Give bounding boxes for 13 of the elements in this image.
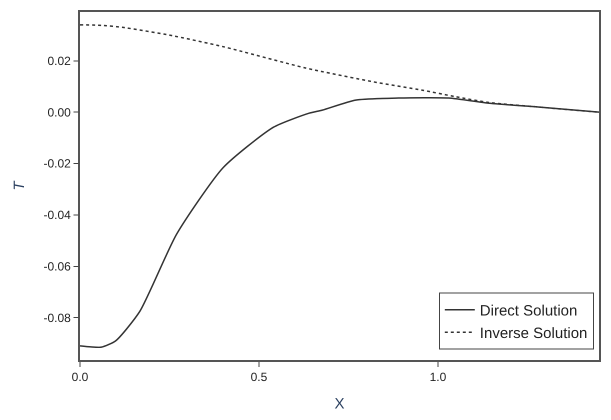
y-tick-label: -0.08 — [43, 310, 72, 325]
legend-label: Inverse Solution — [480, 325, 588, 342]
x-tick-label: 0.0 — [72, 370, 89, 384]
y-tick-label: 0.00 — [47, 105, 72, 120]
x-tick-label: 0.5 — [250, 370, 268, 384]
y-axis-title: T — [11, 180, 28, 191]
y-tick-label: -0.04 — [43, 208, 72, 222]
y-tick-label: -0.06 — [43, 259, 72, 274]
x-axis-title: X — [334, 396, 345, 413]
legend-label: Direct Solution — [480, 302, 578, 320]
x-tick-label: 1.0 — [430, 370, 447, 384]
y-tick-label: -0.02 — [43, 156, 72, 171]
y-tick-label: 0.02 — [47, 54, 72, 68]
